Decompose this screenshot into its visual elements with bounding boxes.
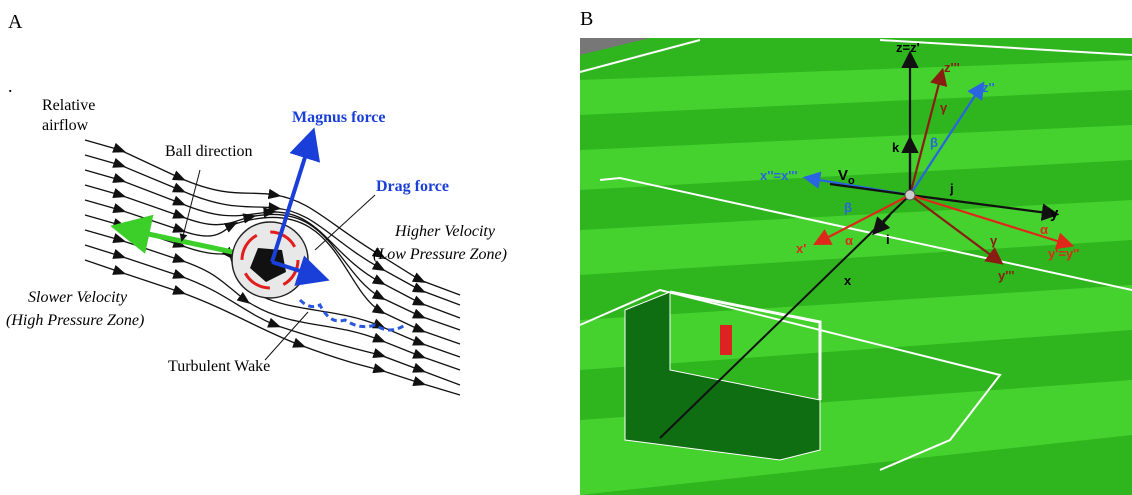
y3-axis — [909, 194, 1004, 265]
pointer — [264, 311, 309, 361]
axis-label: i — [886, 232, 890, 247]
label: Magnus force — [292, 109, 385, 126]
axis-label: Vo — [838, 167, 855, 187]
axis-label: γ — [940, 100, 948, 115]
axis-label: z''' — [944, 60, 960, 75]
label: (Low Pressure Zone) — [373, 246, 507, 263]
axis-label: z=z' — [896, 40, 920, 55]
axis-label: β — [844, 200, 852, 215]
x1-axis — [813, 194, 911, 246]
panel-label: B — [580, 8, 593, 30]
axis-label: x' — [796, 241, 806, 256]
pointer — [179, 169, 201, 242]
label: airflow — [42, 117, 89, 134]
label: Ball direction — [165, 143, 253, 160]
goal-net — [624, 291, 821, 461]
axis-label: j — [949, 181, 954, 196]
label: (High Pressure Zone) — [6, 312, 144, 329]
label: Drag force — [376, 178, 449, 195]
axis-label: y''' — [998, 268, 1015, 283]
wake — [298, 298, 406, 332]
axis-label: z'' — [982, 80, 995, 95]
z3-axis — [908, 67, 948, 196]
label: Higher Velocity — [394, 223, 496, 240]
stripes — [580, 60, 1132, 495]
label: Slower Velocity — [28, 289, 128, 306]
dot: . — [8, 76, 13, 96]
axis-label: y'=y'' — [1048, 246, 1079, 261]
axis-label: k — [892, 140, 900, 155]
x-axis — [659, 194, 911, 439]
axis-label: y — [1050, 205, 1059, 222]
axis-label: α — [1040, 222, 1048, 237]
axis-label: x — [844, 273, 852, 288]
panel-label: A — [8, 11, 23, 33]
goal-post — [669, 290, 822, 400]
v-label: V — [838, 167, 848, 184]
y1-axis — [909, 193, 1075, 250]
stands — [580, 38, 650, 55]
v-axis — [829, 182, 911, 197]
axis-label: β — [930, 135, 938, 150]
axis-label: x''=x''' — [760, 168, 798, 183]
drag-arrow — [271, 255, 330, 286]
pointer — [314, 194, 376, 251]
panel-b: B z=z' z''' z'' γ β k x''=x''' Vo j y β … — [579, 8, 1132, 495]
y-axis — [909, 193, 1060, 222]
panel-a: A . Relative airflow Ball direction Magn… — [6, 11, 507, 396]
keeper — [720, 325, 732, 355]
label: Turbulent Wake — [168, 358, 270, 375]
magnus-arrow — [270, 127, 321, 263]
axis-label: α — [845, 233, 853, 248]
i-vector — [872, 214, 891, 236]
field-lines — [579, 39, 1132, 471]
z2-axis — [909, 81, 985, 196]
label: Relative — [42, 97, 95, 114]
v-sub: o — [848, 175, 855, 187]
ball-patch — [250, 248, 286, 282]
axis-label: γ — [990, 233, 998, 248]
origin — [904, 189, 916, 201]
